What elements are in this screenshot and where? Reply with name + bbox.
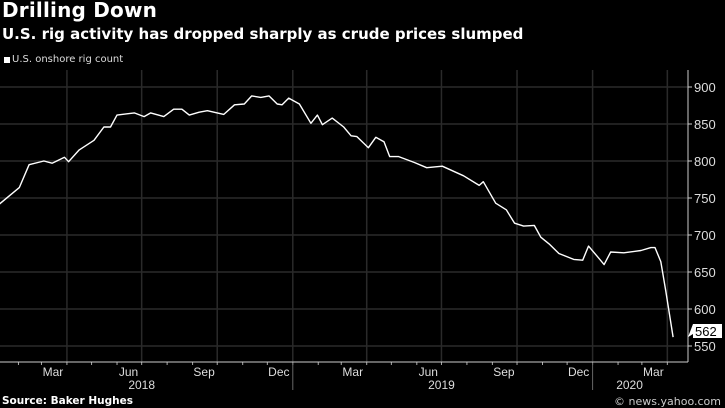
last-value-label: 562 (695, 324, 717, 339)
legend: U.S. onshore rig count (4, 54, 123, 66)
y-tick-label: 750 (694, 191, 716, 206)
legend-swatch (4, 57, 10, 63)
x-tick-label: Dec (568, 365, 589, 379)
y-tick-label: 550 (694, 339, 716, 354)
x-year-label: 2019 (428, 378, 455, 392)
x-tick-label: Sep (493, 365, 515, 379)
y-tick-label: 900 (694, 80, 716, 95)
y-tick-label: 800 (694, 154, 716, 169)
x-tick-label: Jun (119, 365, 138, 379)
source-note: Source: Baker Hughes (2, 395, 133, 407)
x-year-label: 2018 (128, 378, 155, 392)
chart-subtitle: U.S. rig activity has dropped sharply as… (2, 25, 524, 43)
x-tick-label: Dec (268, 365, 289, 379)
x-tick-label: Mar (643, 365, 664, 379)
y-tick-label: 850 (694, 117, 716, 132)
y-tick-label: 700 (694, 228, 716, 243)
last-value-badge (688, 324, 722, 338)
x-tick-label: Mar (43, 365, 64, 379)
x-tick-label: Sep (193, 365, 215, 379)
x-tick-label: Jun (419, 365, 438, 379)
watermark: © news.yahoo.com (614, 395, 721, 408)
y-tick-label: 600 (694, 302, 716, 317)
x-year-label: 2020 (616, 378, 643, 392)
chart-title: Drilling Down (2, 0, 158, 22)
y-tick-label: 650 (694, 265, 716, 280)
series-line-rig-count (0, 95, 674, 338)
x-tick-label: Mar (342, 365, 363, 379)
legend-label: U.S. onshore rig count (12, 54, 124, 65)
